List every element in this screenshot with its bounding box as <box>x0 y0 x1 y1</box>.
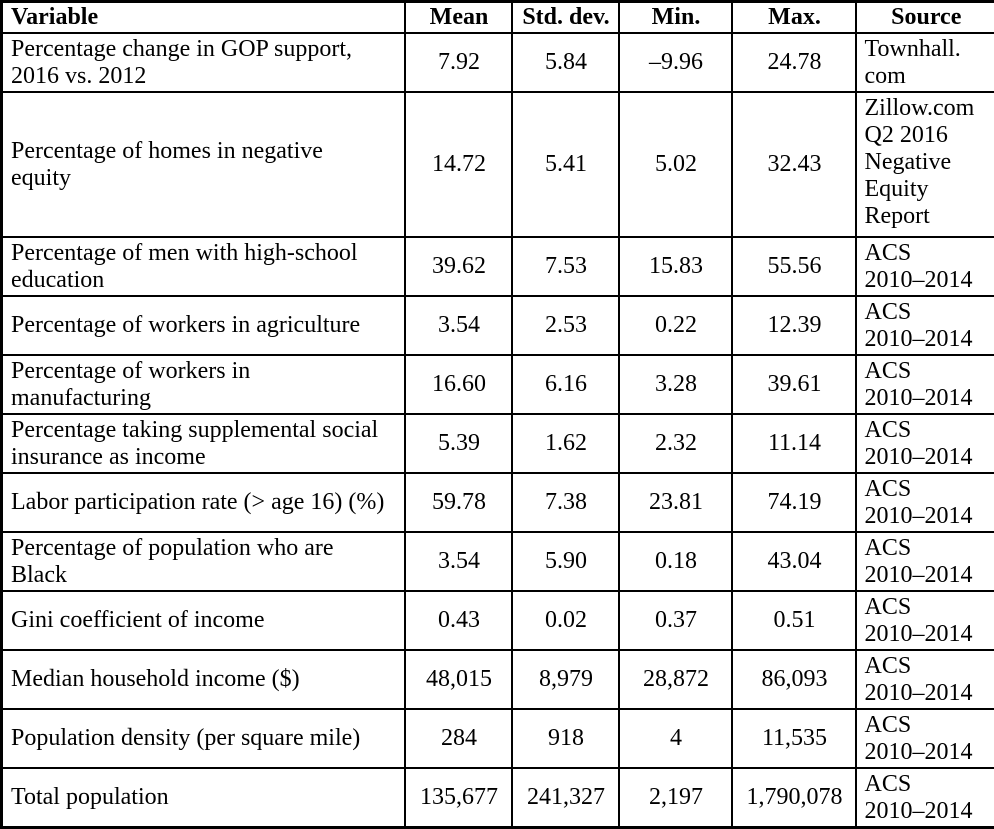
cell-variable: Population density (per square mile) <box>2 709 405 768</box>
cell-min: 5.02 <box>619 92 732 237</box>
cell-max: 39.61 <box>732 355 856 414</box>
cell-max: 11,535 <box>732 709 856 768</box>
cell-mean: 59.78 <box>405 473 512 532</box>
column-header-mean: Mean <box>405 2 512 34</box>
column-header-min: Min. <box>619 2 732 34</box>
cell-variable: Gini coefficient of income <box>2 591 405 650</box>
cell-std-dev: 0.02 <box>512 591 619 650</box>
cell-min: 0.37 <box>619 591 732 650</box>
column-header-source: Source <box>856 2 994 34</box>
column-header-variable: Variable <box>2 2 405 34</box>
cell-mean: 7.92 <box>405 33 512 92</box>
cell-std-dev: 5.84 <box>512 33 619 92</box>
cell-min: 0.18 <box>619 532 732 591</box>
cell-std-dev: 6.16 <box>512 355 619 414</box>
cell-source: ACS 2010–2014 <box>856 591 994 650</box>
cell-mean: 0.43 <box>405 591 512 650</box>
table-row: Percentage of homes in negative equity 1… <box>2 92 994 237</box>
cell-variable: Percentage of workers in agriculture <box>2 296 405 355</box>
table-row: Percentage of workers in manufacturing 1… <box>2 355 994 414</box>
cell-std-dev: 8,979 <box>512 650 619 709</box>
cell-max: 32.43 <box>732 92 856 237</box>
cell-min: 28,872 <box>619 650 732 709</box>
cell-max: 24.78 <box>732 33 856 92</box>
cell-variable: Percentage of workers in manufacturing <box>2 355 405 414</box>
cell-mean: 39.62 <box>405 237 512 296</box>
cell-min: 23.81 <box>619 473 732 532</box>
cell-mean: 135,677 <box>405 768 512 828</box>
cell-min: 0.22 <box>619 296 732 355</box>
cell-mean: 3.54 <box>405 532 512 591</box>
cell-source: Zillow.com Q2 2016 Negative Equity Repor… <box>856 92 994 237</box>
cell-variable: Percentage of homes in negative equity <box>2 92 405 237</box>
cell-min: 4 <box>619 709 732 768</box>
cell-variable: Total population <box>2 768 405 828</box>
cell-std-dev: 7.53 <box>512 237 619 296</box>
cell-variable: Labor participation rate (> age 16) (%) <box>2 473 405 532</box>
cell-variable: Percentage of men with high-school educa… <box>2 237 405 296</box>
table-row: Percentage of workers in agriculture 3.5… <box>2 296 994 355</box>
cell-min: –9.96 <box>619 33 732 92</box>
cell-mean: 5.39 <box>405 414 512 473</box>
cell-source: ACS 2010–2014 <box>856 237 994 296</box>
cell-max: 74.19 <box>732 473 856 532</box>
cell-std-dev: 5.90 <box>512 532 619 591</box>
cell-min: 15.83 <box>619 237 732 296</box>
cell-std-dev: 918 <box>512 709 619 768</box>
table-row: Percentage taking supplemental social in… <box>2 414 994 473</box>
cell-max: 86,093 <box>732 650 856 709</box>
table-row: Percentage of men with high-school educa… <box>2 237 994 296</box>
table-row: Percentage of population who are Black 3… <box>2 532 994 591</box>
cell-std-dev: 241,327 <box>512 768 619 828</box>
cell-source: ACS 2010–2014 <box>856 532 994 591</box>
cell-min: 3.28 <box>619 355 732 414</box>
cell-max: 43.04 <box>732 532 856 591</box>
cell-std-dev: 7.38 <box>512 473 619 532</box>
cell-source: ACS 2010–2014 <box>856 355 994 414</box>
cell-mean: 48,015 <box>405 650 512 709</box>
cell-max: 12.39 <box>732 296 856 355</box>
header-row: Variable Mean Std. dev. Min. Max. Source <box>2 2 994 34</box>
cell-variable: Percentage change in GOP support, 2016 v… <box>2 33 405 92</box>
cell-variable: Percentage of population who are Black <box>2 532 405 591</box>
cell-std-dev: 5.41 <box>512 92 619 237</box>
cell-variable: Percentage taking supplemental social in… <box>2 414 405 473</box>
cell-max: 55.56 <box>732 237 856 296</box>
cell-max: 0.51 <box>732 591 856 650</box>
cell-std-dev: 1.62 <box>512 414 619 473</box>
cell-source: ACS 2010–2014 <box>856 473 994 532</box>
cell-std-dev: 2.53 <box>512 296 619 355</box>
cell-min: 2,197 <box>619 768 732 828</box>
table-row: Labor participation rate (> age 16) (%) … <box>2 473 994 532</box>
cell-mean: 16.60 <box>405 355 512 414</box>
cell-mean: 284 <box>405 709 512 768</box>
cell-max: 11.14 <box>732 414 856 473</box>
cell-source: ACS 2010–2014 <box>856 296 994 355</box>
cell-source: ACS 2010–2014 <box>856 768 994 828</box>
cell-source: ACS 2010–2014 <box>856 414 994 473</box>
cell-source: ACS 2010–2014 <box>856 650 994 709</box>
table-row: Median household income ($) 48,015 8,979… <box>2 650 994 709</box>
cell-mean: 3.54 <box>405 296 512 355</box>
cell-min: 2.32 <box>619 414 732 473</box>
column-header-max: Max. <box>732 2 856 34</box>
cell-max: 1,790,078 <box>732 768 856 828</box>
table-row: Total population 135,677 241,327 2,197 1… <box>2 768 994 828</box>
table-row: Gini coefficient of income 0.43 0.02 0.3… <box>2 591 994 650</box>
column-header-std-dev: Std. dev. <box>512 2 619 34</box>
cell-source: ACS 2010–2014 <box>856 709 994 768</box>
table-row: Population density (per square mile) 284… <box>2 709 994 768</box>
cell-mean: 14.72 <box>405 92 512 237</box>
cell-variable: Median household income ($) <box>2 650 405 709</box>
table-row: Percentage change in GOP support, 2016 v… <box>2 33 994 92</box>
cell-source: Townhall. com <box>856 33 994 92</box>
